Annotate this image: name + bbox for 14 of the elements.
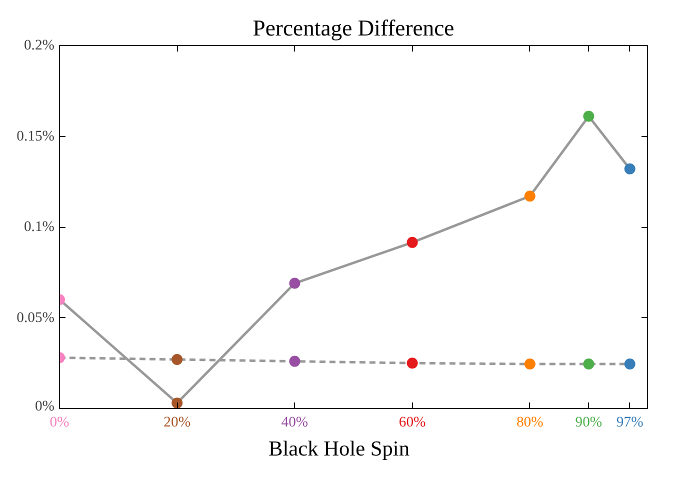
chart-title: Percentage Difference	[252, 16, 454, 40]
y-tick-label: 0.1%	[24, 219, 54, 235]
x-tick-label: 97%	[616, 414, 644, 430]
x-tick-label: 80%	[516, 414, 544, 430]
y-tick-label: 0.15%	[16, 128, 54, 144]
x-tick-label: 20%	[164, 414, 191, 430]
x-axis-title: Black Hole Spin	[268, 436, 410, 460]
y-tick-label: 0.05%	[16, 310, 54, 326]
x-tick-label: 40%	[281, 414, 308, 430]
y-tick-label: 0%	[34, 398, 55, 414]
x-tick-label: 60%	[398, 414, 426, 430]
x-tick-label: 0%	[50, 414, 70, 430]
x-tick-label: 90%	[575, 414, 602, 430]
y-tick-label: 0.2%	[24, 38, 54, 54]
